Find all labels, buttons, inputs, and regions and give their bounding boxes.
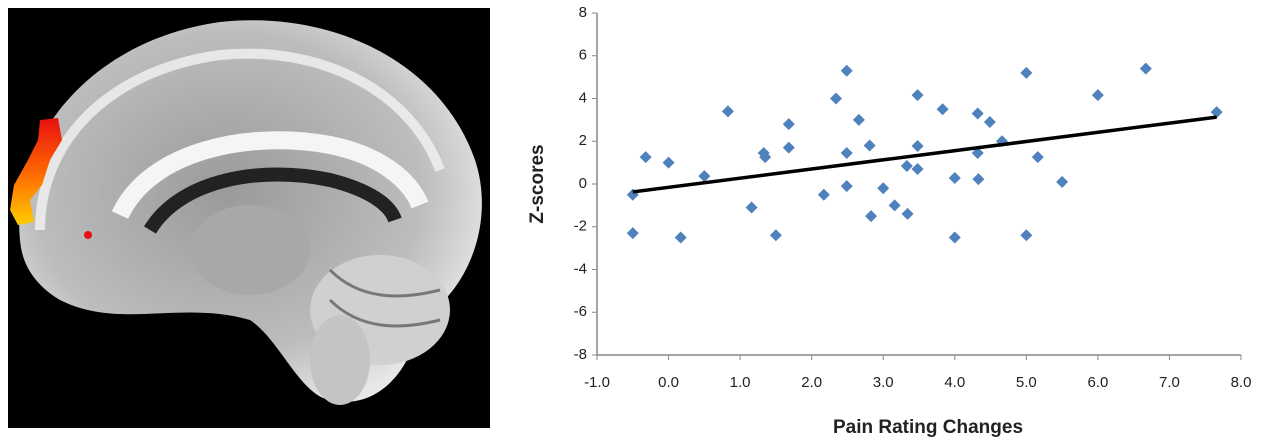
point bbox=[1020, 229, 1032, 241]
point bbox=[912, 89, 924, 101]
point bbox=[663, 157, 675, 169]
y-tick-label: -4 bbox=[574, 260, 587, 277]
point bbox=[853, 114, 865, 126]
point bbox=[912, 163, 924, 175]
point bbox=[698, 170, 710, 182]
point bbox=[912, 140, 924, 152]
point bbox=[901, 160, 913, 172]
point bbox=[841, 65, 853, 77]
point bbox=[627, 227, 639, 239]
point bbox=[949, 172, 961, 184]
y-tick-label: -2 bbox=[574, 218, 587, 235]
point bbox=[1140, 63, 1152, 75]
point bbox=[675, 231, 687, 243]
x-tick-label: 4.0 bbox=[944, 374, 965, 391]
point bbox=[877, 182, 889, 194]
point bbox=[818, 189, 830, 201]
point bbox=[783, 118, 795, 130]
point bbox=[864, 140, 876, 152]
x-axis-title: Pain Rating Changes bbox=[833, 417, 1023, 438]
point bbox=[640, 151, 652, 163]
x-tick-label: 7.0 bbox=[1159, 374, 1180, 391]
y-tick-label: -6 bbox=[574, 303, 587, 320]
x-tick-label: 6.0 bbox=[1087, 374, 1108, 391]
x-tick-label: -1.0 bbox=[584, 374, 610, 391]
figure: Pain Rating Changes Z-scores -8 -6 -4 -2 0 2 4… bbox=[0, 0, 1277, 447]
brain-image bbox=[8, 8, 490, 428]
point bbox=[972, 173, 984, 185]
y-tick-label: 2 bbox=[579, 132, 587, 149]
x-tick-label: 5.0 bbox=[1016, 374, 1037, 391]
point bbox=[841, 147, 853, 159]
point bbox=[1092, 89, 1104, 101]
point bbox=[937, 103, 949, 115]
point bbox=[722, 105, 734, 117]
trend-line bbox=[633, 117, 1217, 192]
point bbox=[841, 180, 853, 192]
point bbox=[902, 208, 914, 220]
y-tick-label: -8 bbox=[574, 346, 587, 363]
x-tick-label: 2.0 bbox=[801, 374, 822, 391]
point bbox=[949, 231, 961, 243]
point bbox=[865, 210, 877, 222]
x-tick-label: 8.0 bbox=[1231, 374, 1252, 391]
point bbox=[1056, 176, 1068, 188]
point bbox=[984, 116, 996, 128]
point bbox=[770, 229, 782, 241]
x-tick-label: 0.0 bbox=[658, 374, 679, 391]
point bbox=[783, 142, 795, 154]
point bbox=[972, 107, 984, 119]
point bbox=[830, 93, 842, 105]
y-tick-label: 6 bbox=[579, 47, 587, 64]
y-axis-title: Z-scores bbox=[527, 144, 548, 223]
x-tick-label: 3.0 bbox=[873, 374, 894, 391]
y-tick-label: 4 bbox=[579, 89, 587, 106]
point bbox=[746, 202, 758, 214]
y-tick-label: 0 bbox=[579, 175, 587, 192]
point bbox=[1020, 67, 1032, 79]
x-tick-label: 1.0 bbox=[730, 374, 751, 391]
y-tick-label: 8 bbox=[579, 4, 587, 21]
point bbox=[1032, 151, 1044, 163]
point bbox=[889, 199, 901, 211]
